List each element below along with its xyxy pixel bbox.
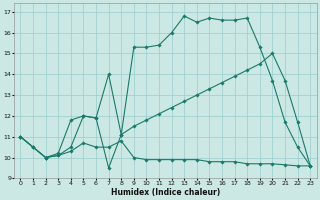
X-axis label: Humidex (Indice chaleur): Humidex (Indice chaleur): [111, 188, 220, 197]
